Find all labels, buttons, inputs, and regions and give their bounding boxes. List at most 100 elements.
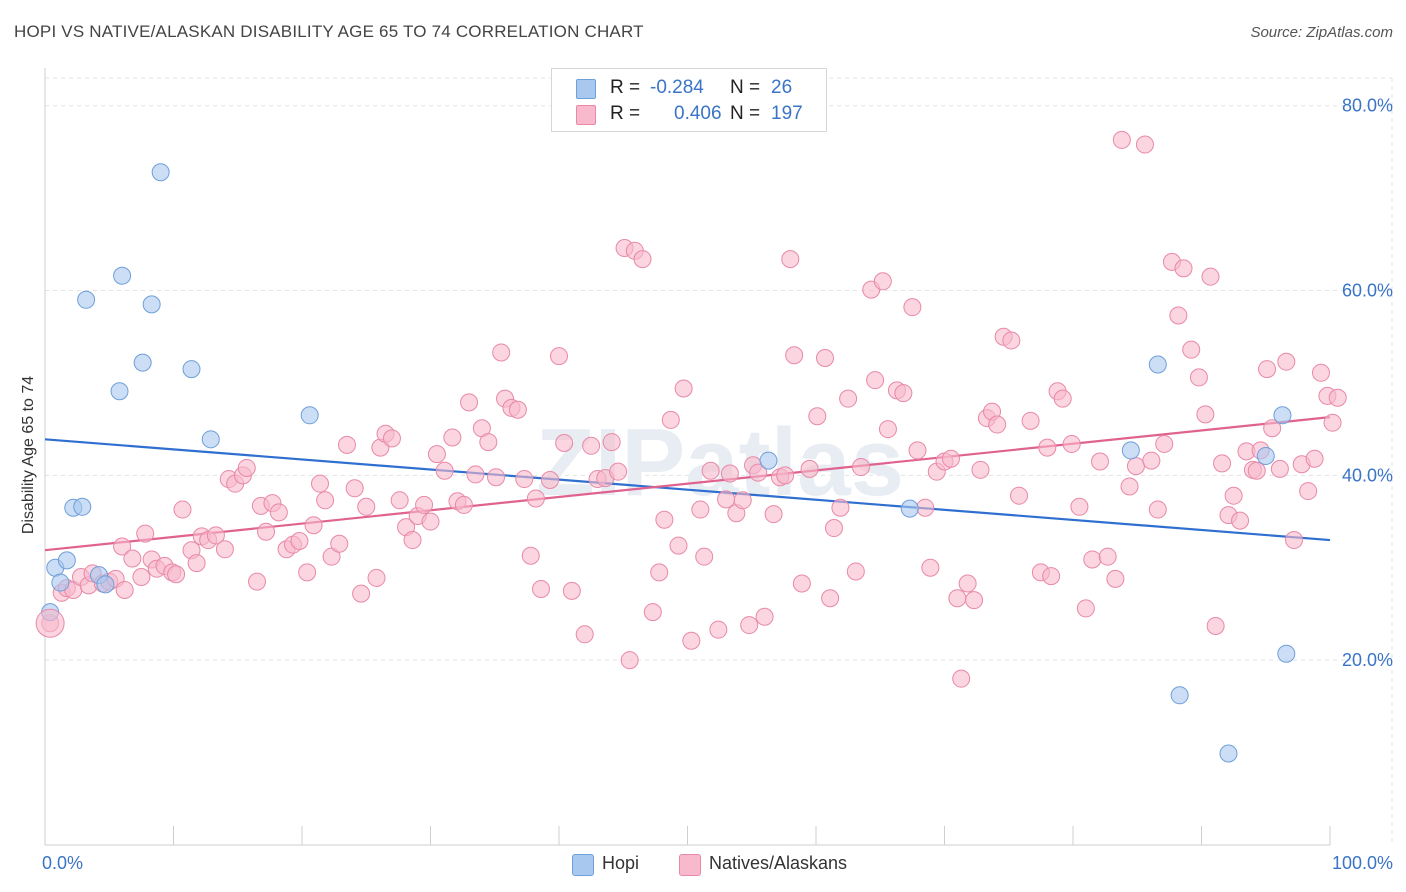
natives-swatch — [576, 105, 596, 125]
natives-point — [435, 461, 454, 480]
natives-point — [903, 298, 922, 317]
natives-point — [800, 459, 819, 478]
natives-point — [952, 669, 971, 688]
hopi-point — [1148, 355, 1167, 374]
natives-point — [846, 562, 865, 581]
r-label: R = — [610, 77, 641, 98]
natives-point — [682, 631, 701, 650]
natives-point — [1126, 457, 1145, 476]
natives-point — [1258, 360, 1277, 379]
natives-point — [633, 250, 652, 269]
natives-point — [487, 468, 506, 487]
natives-point — [123, 549, 142, 568]
natives-point — [1270, 459, 1289, 478]
natives-point — [290, 531, 309, 550]
natives-point — [1263, 419, 1282, 438]
natives-point — [609, 462, 628, 481]
natives-point — [669, 536, 688, 555]
natives-point — [167, 565, 186, 584]
hopi-point — [110, 382, 129, 401]
natives-point — [764, 505, 783, 524]
natives-point — [720, 464, 739, 483]
hopi-point — [759, 451, 778, 470]
natives-point — [113, 537, 132, 556]
natives-point — [1142, 451, 1161, 470]
natives-point — [1224, 486, 1243, 505]
natives-point — [215, 540, 234, 559]
natives-point — [866, 371, 885, 390]
natives-point — [345, 479, 364, 498]
natives-point — [1098, 547, 1117, 566]
natives-point — [958, 574, 977, 593]
hopi-point — [1121, 441, 1140, 460]
natives-point — [948, 589, 967, 608]
y-tick-label: 80.0% — [1342, 96, 1393, 116]
natives-point — [1076, 599, 1095, 618]
natives-point — [1155, 434, 1174, 453]
natives-point — [115, 580, 134, 599]
natives-point — [310, 474, 329, 493]
natives-point — [136, 524, 155, 543]
natives-point — [1010, 486, 1029, 505]
natives-point — [785, 346, 804, 365]
natives-point — [674, 379, 693, 398]
natives-point — [532, 580, 551, 599]
n-label: N = — [730, 103, 761, 124]
natives-point — [643, 603, 662, 622]
hopi-point — [77, 290, 96, 309]
natives-point — [382, 429, 401, 448]
axes — [44, 68, 1331, 846]
tick-labels: 20.0% 40.0% 60.0% 80.0% 0.0% 100.0% — [42, 96, 1393, 873]
n-label: N = — [730, 77, 761, 98]
natives-point — [740, 616, 759, 635]
natives-point — [1213, 454, 1232, 473]
natives-point — [479, 433, 498, 452]
natives-point — [755, 607, 774, 626]
natives-point — [1328, 388, 1347, 407]
natives-point — [1021, 411, 1040, 430]
natives-point — [851, 458, 870, 477]
natives-point — [921, 558, 940, 577]
hopi-point — [300, 406, 319, 425]
natives-point — [403, 531, 422, 550]
natives-point — [733, 491, 752, 510]
data-points — [35, 130, 1347, 763]
natives-point — [781, 250, 800, 269]
natives-point — [1201, 267, 1220, 286]
hopi-point — [201, 430, 220, 449]
natives-point — [521, 546, 540, 565]
natives-point — [1285, 531, 1304, 550]
hopi-point — [1273, 406, 1292, 425]
natives-point — [304, 516, 323, 535]
natives-point — [894, 384, 913, 403]
natives-point — [1312, 363, 1331, 382]
natives-point — [237, 458, 256, 477]
hopi-point — [57, 551, 76, 570]
natives-point — [526, 489, 545, 508]
hopi-point — [1256, 446, 1275, 465]
natives-point — [1070, 497, 1089, 516]
r-value: -0.284 — [650, 77, 704, 98]
natives-point — [965, 591, 984, 610]
natives-point — [792, 574, 811, 593]
natives-point — [873, 272, 892, 291]
y-tick-label: 40.0% — [1342, 465, 1393, 485]
hopi-point — [96, 575, 115, 594]
natives-point — [620, 651, 639, 670]
natives-point — [508, 400, 527, 419]
x-tick-label: 100.0% — [1332, 853, 1393, 873]
natives-point — [1182, 340, 1201, 359]
natives-point — [550, 347, 568, 366]
natives-legend-swatch — [679, 854, 701, 876]
natives-point — [357, 497, 376, 516]
natives-point — [916, 498, 935, 517]
hopi-swatch — [576, 79, 596, 99]
hopi-point — [151, 163, 170, 182]
hopi-point — [1170, 686, 1189, 705]
x-tick-label: 0.0% — [42, 853, 83, 873]
natives-point — [1169, 306, 1188, 325]
y-tick-label: 60.0% — [1342, 281, 1393, 301]
hopi-point — [113, 266, 132, 285]
natives-point — [269, 503, 288, 522]
